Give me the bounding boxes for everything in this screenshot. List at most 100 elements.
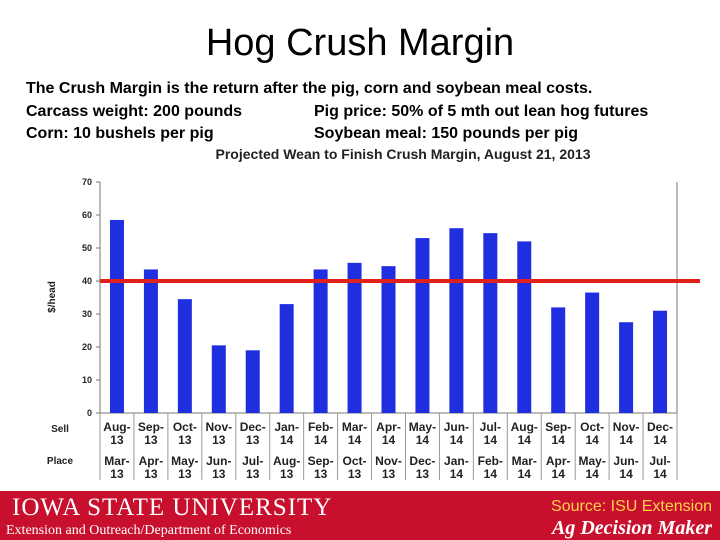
sell-label: Jun- [444,420,469,434]
place-label: Aug- [273,454,300,468]
bar [415,238,430,413]
crush-margin-chart: Projected Wean to Finish Crush Margin, A… [47,146,700,481]
place-label: May- [171,454,198,468]
place-label: Nov- [375,454,402,468]
sell-label: 14 [484,433,498,447]
place-label: 14 [619,467,633,481]
place-label: 13 [212,467,226,481]
row-label-sell: Sell [51,424,69,435]
y-tick-label: 60 [82,210,92,220]
place-label: 13 [382,467,396,481]
place-label: 13 [314,467,328,481]
sell-label: Aug- [511,420,538,434]
sell-label: 14 [416,433,430,447]
bar [381,266,396,413]
sell-label: 13 [110,433,124,447]
place-label: 13 [416,467,430,481]
bar [347,262,362,413]
sell-label: Oct- [580,420,604,434]
sell-label: 14 [619,433,633,447]
bar [109,219,124,413]
bar [653,310,668,413]
y-tick-label: 40 [82,276,92,286]
sell-label: 14 [314,433,328,447]
sell-label: Feb- [308,420,333,434]
sell-label: Sep- [545,420,571,434]
y-tick-label: 20 [82,342,92,352]
y-axis-label: $/head [47,281,58,313]
place-label: 13 [110,467,124,481]
intro-line-1: The Crush Margin is the return after the… [26,80,593,97]
bar [619,322,634,413]
y-tick-label: 50 [82,243,92,253]
sell-label: 13 [178,433,192,447]
sell-label: 14 [382,433,396,447]
bar [245,350,260,413]
brand-logo: Ag Decision Maker [552,517,712,539]
sell-label: 14 [450,433,464,447]
place-label: 14 [653,467,667,481]
place-label: Sep- [308,454,334,468]
sell-label: Mar- [342,420,367,434]
university-logo: IOWA STATE UNIVERSITY [12,494,333,521]
chart-title: Projected Wean to Finish Crush Margin, A… [216,146,591,162]
place-label: Jan- [444,454,469,468]
sell-label: Nov- [613,420,640,434]
bar [551,307,566,413]
place-label: 13 [280,467,294,481]
department-text: Extension and Outreach/Department of Eco… [6,523,292,538]
place-label: 14 [585,467,599,481]
y-tick-label: 10 [82,375,92,385]
intro-corn: Corn: 10 bushels per pig [26,125,214,142]
place-label: 14 [518,467,532,481]
place-label: Jun- [613,454,638,468]
sell-label: 13 [212,433,226,447]
place-label: 13 [348,467,362,481]
sell-label: Dec- [240,420,266,434]
place-label: Oct- [343,454,367,468]
place-label: May- [578,454,605,468]
place-label: 14 [484,467,498,481]
sell-label: 13 [246,433,260,447]
source-text: Source: ISU Extension [551,498,712,515]
sell-label: Aug- [103,420,130,434]
bar [483,233,498,413]
bar [585,292,600,413]
place-label: Apr- [139,454,164,468]
place-label: 13 [144,467,158,481]
place-label: Jul- [242,454,263,468]
place-label: Mar- [512,454,537,468]
place-label: 14 [450,467,464,481]
place-label: 14 [552,467,566,481]
bar [449,228,464,413]
sell-label: 14 [585,433,599,447]
sell-label: 13 [144,433,158,447]
sell-label: 14 [552,433,566,447]
sell-label: Oct- [173,420,197,434]
sell-label: 14 [280,433,294,447]
sell-label: Jan- [274,420,299,434]
footer-bar: IOWA STATE UNIVERSITY Extension and Outr… [0,491,720,540]
bar [313,269,328,413]
bar [517,241,532,413]
intro-soybean-meal: Soybean meal: 150 pounds per pig [314,125,579,142]
sell-label: Jul- [480,420,501,434]
sell-label: Dec- [647,420,673,434]
place-label: Dec- [409,454,435,468]
bar [211,345,226,413]
bar [143,269,158,413]
place-label: 13 [178,467,192,481]
y-tick-label: 30 [82,309,92,319]
sell-label: 14 [348,433,362,447]
row-label-place: Place [47,456,74,467]
place-label: 13 [246,467,260,481]
sell-label: Sep- [138,420,164,434]
intro-pig-price: Pig price: 50% of 5 mth out lean hog fut… [314,103,649,120]
slide-title: Hog Crush Margin [205,22,515,64]
sell-label: 14 [653,433,667,447]
bar [177,299,192,413]
bar [279,304,294,413]
place-label: Apr- [546,454,571,468]
y-tick-label: 0 [87,408,92,418]
sell-label: May- [409,420,436,434]
